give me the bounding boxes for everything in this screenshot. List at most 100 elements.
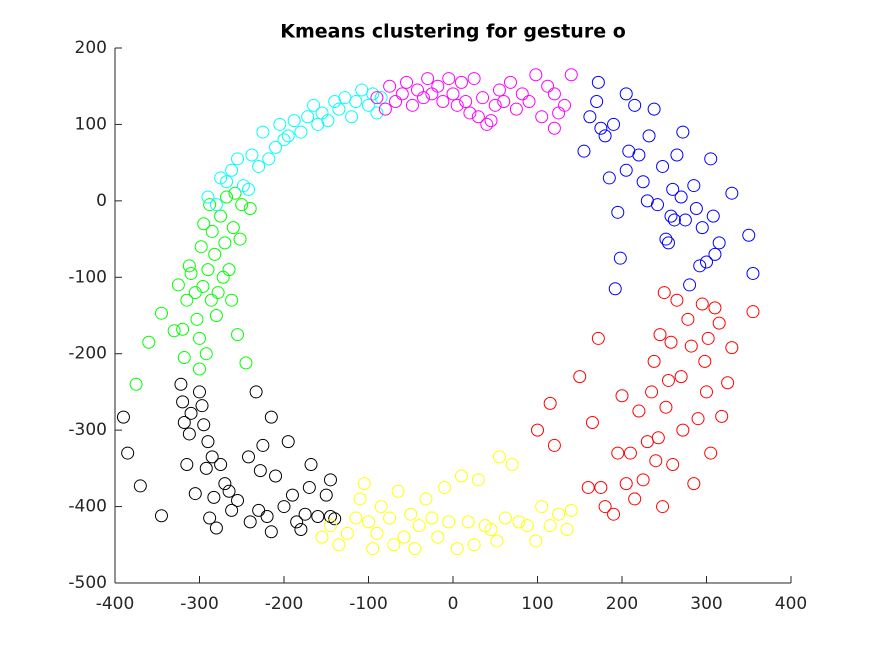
point (222, 484, 236, 498)
point (222, 263, 236, 277)
point (362, 98, 375, 112)
point (171, 278, 185, 292)
point (488, 98, 502, 112)
point (174, 377, 188, 391)
y-tick-label: -400 (68, 497, 107, 517)
point (357, 477, 371, 491)
point (412, 519, 426, 533)
point (657, 286, 671, 300)
point (693, 259, 707, 273)
point (594, 121, 608, 135)
point (450, 542, 464, 556)
point (294, 523, 308, 536)
point (209, 521, 223, 535)
point (615, 389, 629, 403)
point (467, 72, 481, 86)
point (301, 110, 315, 124)
point (700, 255, 713, 269)
point (619, 87, 633, 101)
point (442, 515, 456, 529)
point (307, 98, 321, 112)
point (256, 438, 270, 452)
point (193, 331, 206, 345)
point (199, 347, 213, 361)
point (193, 362, 206, 376)
point (204, 293, 218, 307)
point (490, 534, 504, 548)
point (197, 418, 211, 432)
point (678, 213, 692, 227)
point (408, 542, 422, 556)
x-tick-label: 300 (690, 594, 722, 614)
point (264, 525, 278, 539)
point (370, 526, 384, 540)
point (573, 370, 587, 384)
point (397, 530, 411, 544)
point (436, 95, 450, 108)
point (505, 458, 519, 472)
point (154, 306, 168, 320)
point (277, 133, 291, 147)
point (340, 526, 354, 540)
point (208, 247, 222, 261)
point (651, 431, 665, 445)
point (193, 385, 206, 399)
point (220, 190, 234, 204)
point (666, 182, 680, 196)
point (277, 500, 291, 514)
point (667, 213, 681, 227)
point (498, 511, 512, 525)
point (442, 72, 456, 86)
point (304, 458, 318, 472)
point (180, 458, 194, 472)
point (645, 385, 659, 399)
point (664, 209, 678, 223)
point (611, 205, 625, 219)
point (650, 198, 664, 212)
point (294, 125, 308, 139)
point (689, 202, 703, 215)
point (715, 409, 729, 423)
point (233, 232, 247, 246)
point (209, 198, 223, 212)
point (177, 351, 191, 365)
point (366, 87, 380, 101)
point (319, 488, 333, 502)
point (674, 190, 688, 204)
point (235, 198, 249, 212)
point (362, 515, 375, 529)
point (653, 328, 667, 342)
point (484, 523, 498, 536)
point (746, 266, 760, 280)
point (454, 75, 468, 89)
point (467, 538, 481, 552)
point (661, 373, 675, 387)
point (176, 322, 190, 336)
point (471, 110, 485, 124)
x-tick-label: 100 (521, 594, 553, 614)
point (419, 492, 433, 506)
point (374, 91, 388, 105)
point (431, 79, 445, 93)
point (611, 446, 625, 460)
point (203, 198, 217, 212)
point (243, 202, 257, 215)
point (345, 110, 359, 124)
point (656, 500, 670, 514)
point (264, 410, 278, 424)
point (290, 515, 304, 529)
point (492, 83, 506, 97)
point (242, 182, 256, 196)
y-tick-label: 100 (75, 114, 107, 134)
x-tick-label: 200 (606, 594, 638, 614)
point (591, 75, 605, 89)
point (628, 98, 642, 112)
y-tick-label: -500 (68, 573, 107, 593)
x-tick-label: -100 (349, 594, 388, 614)
point (231, 152, 245, 166)
point (353, 492, 367, 506)
point (708, 301, 722, 315)
point (461, 515, 475, 529)
point (405, 98, 419, 112)
y-tick-label: -100 (68, 267, 107, 287)
